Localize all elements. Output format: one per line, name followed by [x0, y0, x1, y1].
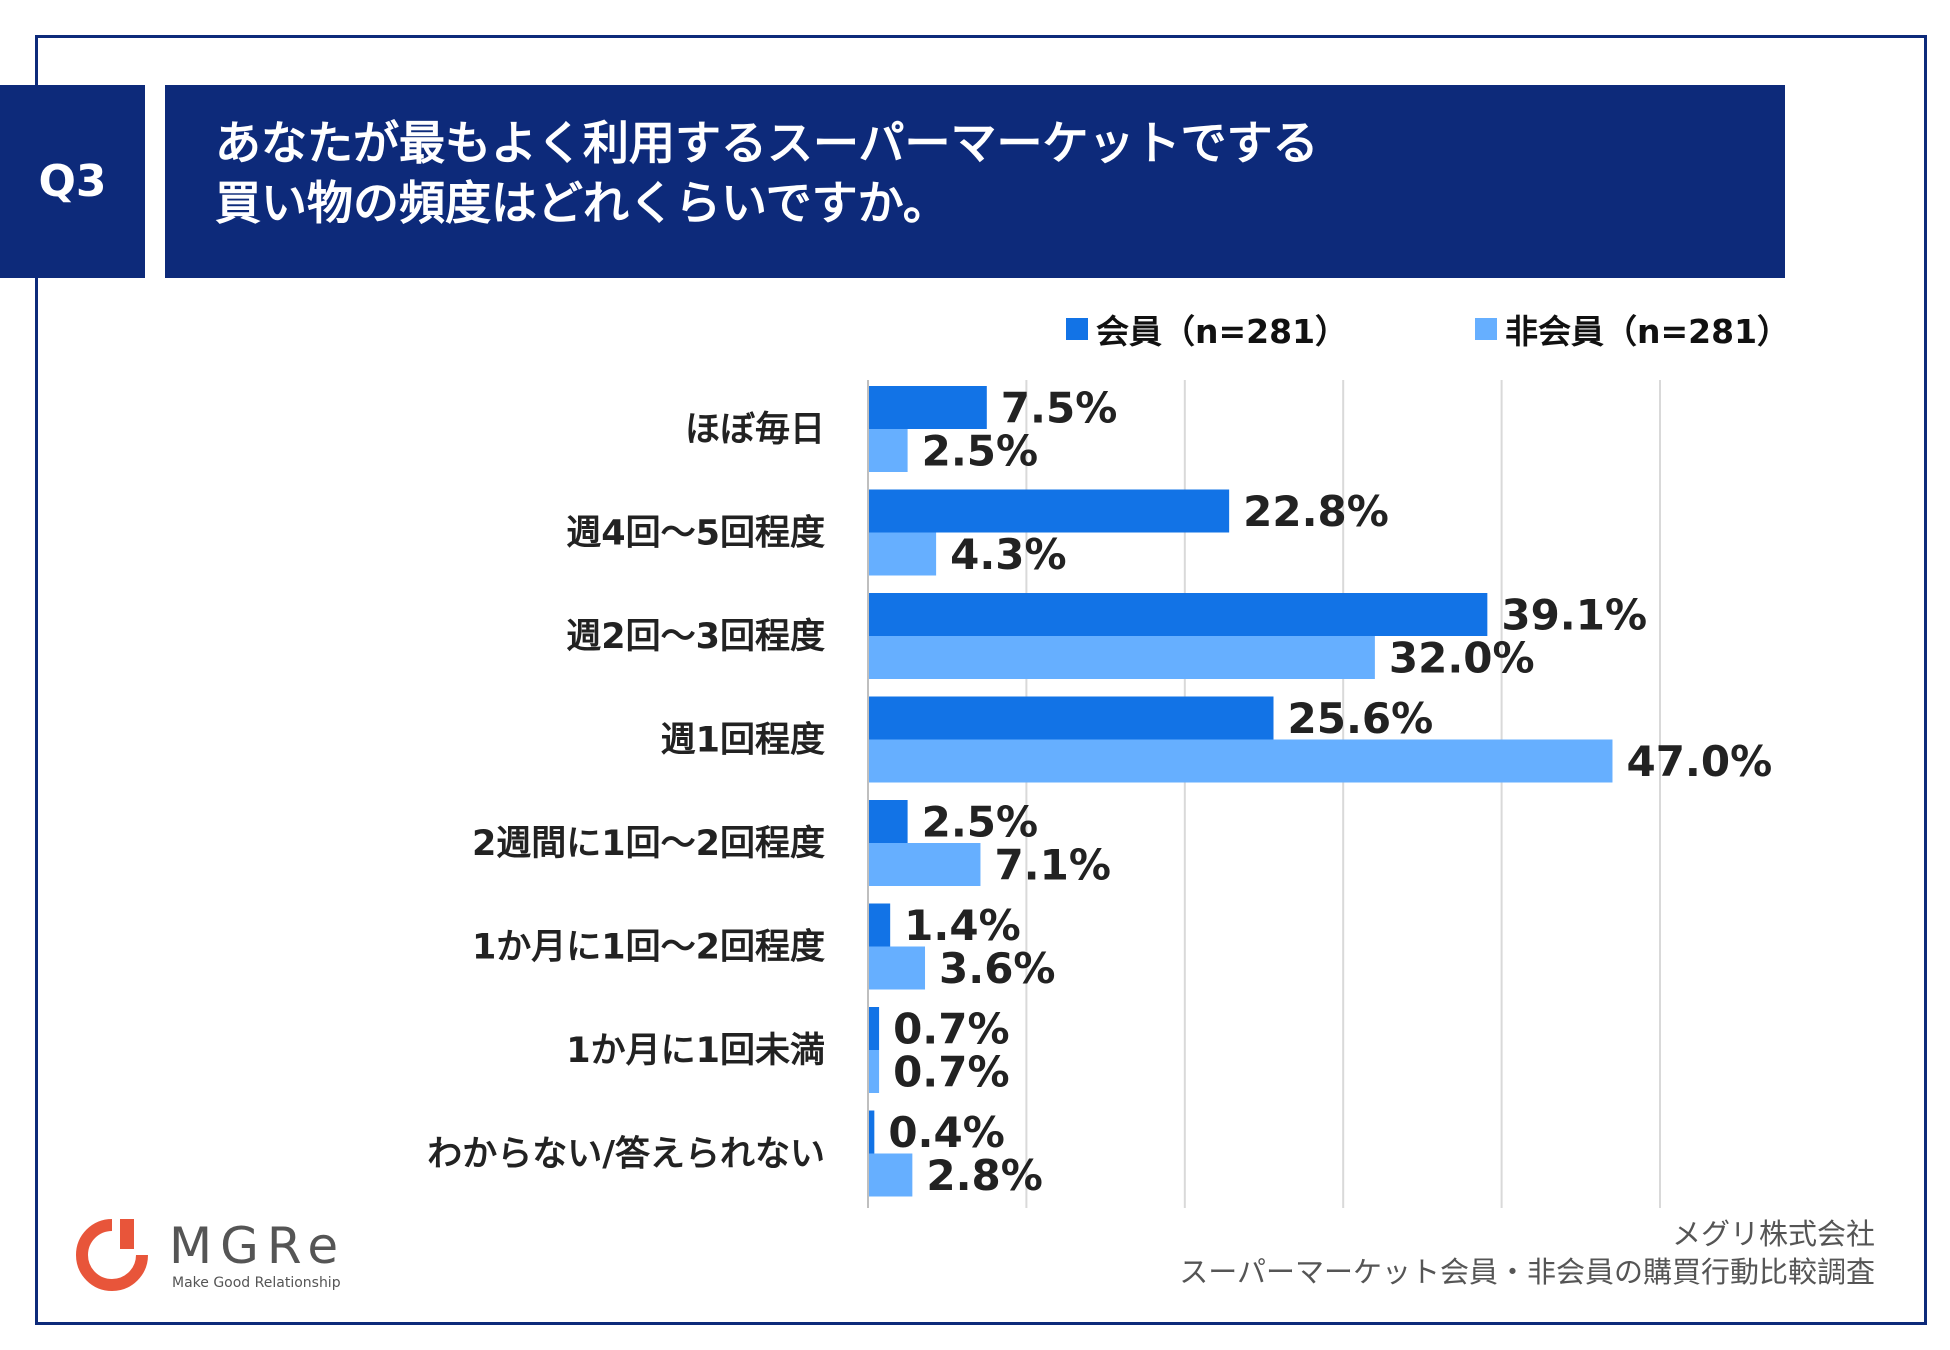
data-label-member: 22.8%: [1243, 487, 1389, 536]
data-label-member: 7.5%: [1001, 384, 1117, 433]
bar-non-member: [868, 1153, 913, 1197]
bar-non-member: [868, 946, 926, 990]
category-label: 1か月に1回～2回程度: [472, 928, 825, 968]
question-badge: Q3: [0, 85, 145, 278]
logo-mark-icon: [76, 1219, 148, 1291]
bar-non-member: [868, 843, 981, 886]
data-label-non-member: 7.1%: [994, 841, 1110, 890]
legend-item-member: 会員（n=281）: [1066, 305, 1348, 353]
category-label: 週4回～5回程度: [566, 514, 825, 554]
bar-member: [868, 386, 987, 429]
data-label-member: 39.1%: [1501, 591, 1647, 640]
bar-member: [868, 593, 1488, 636]
slide-frame: [35, 35, 1927, 1325]
bar-member: [868, 1007, 880, 1050]
category-label: わからない/答えられない: [427, 1135, 825, 1175]
data-label-member: 0.7%: [893, 1005, 1009, 1054]
question-title-line-2: 買い物の頻度はどれくらいですか。: [215, 176, 949, 230]
question-title-line-1: あなたが最もよく利用するスーパーマーケットでする: [215, 116, 1319, 170]
footer-credit: メグリ株式会社 スーパーマーケット会員・非会員の購買行動比較調査: [1179, 1215, 1875, 1291]
footer-survey: スーパーマーケット会員・非会員の購買行動比較調査: [1179, 1255, 1875, 1289]
logo-wordmark: MGRe: [169, 1217, 347, 1275]
legend-label-non-member: 非会員（n=281）: [1505, 312, 1791, 351]
data-label-non-member: 0.7%: [893, 1048, 1009, 1097]
data-label-member: 0.4%: [888, 1108, 1004, 1157]
category-label: ほぼ毎日: [685, 410, 825, 450]
bar-non-member: [868, 429, 908, 472]
data-label-non-member: 47.0%: [1626, 737, 1772, 786]
bar-non-member: [868, 1050, 880, 1093]
data-label-non-member: 4.3%: [950, 530, 1066, 579]
bar-non-member: [868, 739, 1613, 783]
data-label-non-member: 2.5%: [922, 427, 1038, 476]
bar-non-member: [868, 636, 1375, 679]
data-label-member: 2.5%: [922, 798, 1038, 847]
data-label-non-member: 2.8%: [926, 1151, 1042, 1200]
logo-tagline: Make Good Relationship: [172, 1275, 341, 1291]
data-label-member: 25.6%: [1288, 694, 1434, 743]
legend-swatch-non-member: [1475, 318, 1497, 340]
data-label-non-member: 32.0%: [1389, 634, 1535, 683]
category-label: 週1回程度: [661, 721, 825, 761]
bar-member: [868, 903, 891, 947]
legend-label-member: 会員（n=281）: [1096, 312, 1349, 351]
category-label: 2週間に1回～2回程度: [472, 824, 825, 864]
legend-item-non-member: 非会員（n=281）: [1475, 305, 1790, 353]
mgre-logo: MGRe Make Good Relationship: [72, 1215, 372, 1295]
bar-member: [868, 1110, 875, 1154]
data-label-non-member: 3.6%: [939, 944, 1055, 993]
category-label: 1か月に1回未満: [566, 1031, 825, 1071]
question-title-box: あなたが最もよく利用するスーパーマーケットでする 買い物の頻度はどれくらいですか…: [165, 85, 1785, 278]
footer-company: メグリ株式会社: [1671, 1217, 1875, 1251]
bar-non-member: [868, 532, 937, 576]
bar-member: [868, 489, 1230, 533]
bar-member: [868, 800, 908, 843]
legend-swatch-member: [1066, 318, 1088, 340]
category-label: 週2回～3回程度: [566, 617, 825, 657]
bar-member: [868, 696, 1274, 740]
question-number: Q3: [38, 156, 107, 207]
data-label-member: 1.4%: [904, 901, 1020, 950]
